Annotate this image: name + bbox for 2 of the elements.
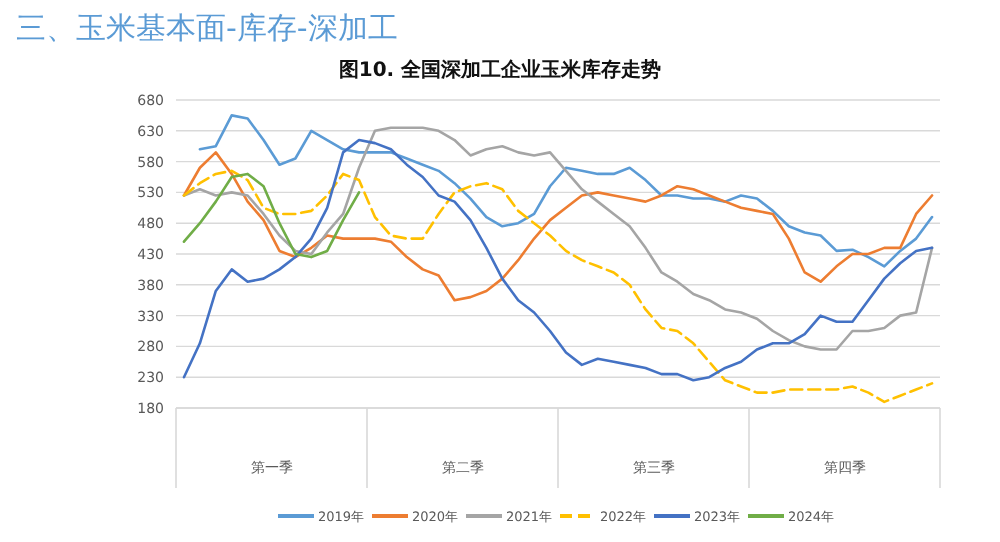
- title: 三、玉米基本面-库存-深加工: [16, 10, 398, 46]
- subtitle: 图10. 全国深加工企业玉米库存走势: [338, 60, 662, 82]
